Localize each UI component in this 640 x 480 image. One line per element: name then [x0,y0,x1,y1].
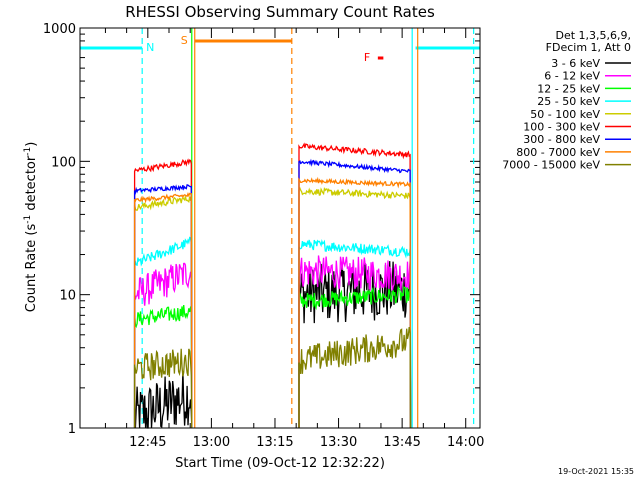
series-line-800-7000-kev [133,192,193,429]
footer-timestamp: 19-Oct-2021 15:35 [558,467,634,476]
series-line-50-100-kev [298,186,412,429]
series-line-7000-15000-kev [133,348,193,429]
legend-header: FDecim 1, Att 0 [546,41,631,54]
legend-label: 800 - 7000 keV [516,146,600,159]
y-axis-label-part: detector [24,155,39,215]
flag-letter-s: S [181,34,188,47]
tick-labels: 1 10 100 1000 12:45 13:00 13:15 13:30 13:45 14:00 [43,22,485,450]
series-line-100-300-kev [298,142,412,429]
y-tick-label: 1 [68,422,76,437]
series-line-300-800-kev [298,158,412,429]
legend-label: 25 - 50 keV [537,95,600,108]
legend-label: 3 - 6 keV [551,57,600,70]
x-tick-label: 13:00 [193,435,230,450]
x-tick-label: 12:45 [129,435,166,450]
series-line-12-25-kev [133,305,193,429]
series-line-3-6-kev [133,370,193,429]
legend-label: 300 - 800 keV [523,133,600,146]
x-tick-label: 14:00 [447,435,484,450]
plot-border [79,27,481,429]
legend-label: 12 - 25 keV [537,82,600,95]
series-line-50-100-kev [133,196,193,429]
x-tick-label: 13:30 [320,435,357,450]
flag-letter-f: F [364,51,370,64]
axis-ticks [80,28,480,429]
legend-label: 100 - 300 keV [523,121,600,134]
series-line-6-12-kev [298,255,412,429]
x-tick-label: 13:45 [383,435,420,450]
series-line-100-300-kev [133,158,193,429]
y-axis-label-part: -1 [23,215,33,224]
y-axis-label-part: Count Rate (s [24,224,39,313]
series-line-25-50-kev [298,238,412,429]
series-line-300-800-kev [133,184,193,429]
y-tick-label: 10 [59,289,76,304]
legend: Det 1,3,5,6,9, FDecim 1, Att 0 3 - 6 keV… [502,29,631,172]
y-axis-label: Count Rate (s-1 detector-1) [23,142,39,313]
series-line-25-50-kev [133,236,193,429]
series-line-7000-15000-kev [298,327,412,429]
series-line-800-7000-kev [298,176,412,429]
x-tick-label: 13:15 [256,435,293,450]
y-axis-label-part: -1 [23,147,33,156]
series-line-6-12-kev [133,262,193,429]
y-tick-label: 100 [51,155,76,170]
y-tick-label: 1000 [43,22,76,37]
series-lines [133,142,412,429]
legend-label: 7000 - 15000 keV [502,159,600,172]
legend-header: Det 1,3,5,6,9, [555,29,631,42]
flag-letter-n: N [146,41,154,54]
legend-label: 6 - 12 keV [544,70,600,83]
series-line-12-25-kev [298,285,412,429]
chart-title: RHESSI Observing Summary Count Rates [125,3,435,21]
legend-label: 50 - 100 keV [530,108,600,121]
x-axis-label: Start Time (09-Oct-12 12:32:22) [175,456,385,471]
observing-flag-markers: N S F [80,28,480,428]
plot-frame [79,27,481,429]
y-axis-label-part: ) [24,142,39,147]
